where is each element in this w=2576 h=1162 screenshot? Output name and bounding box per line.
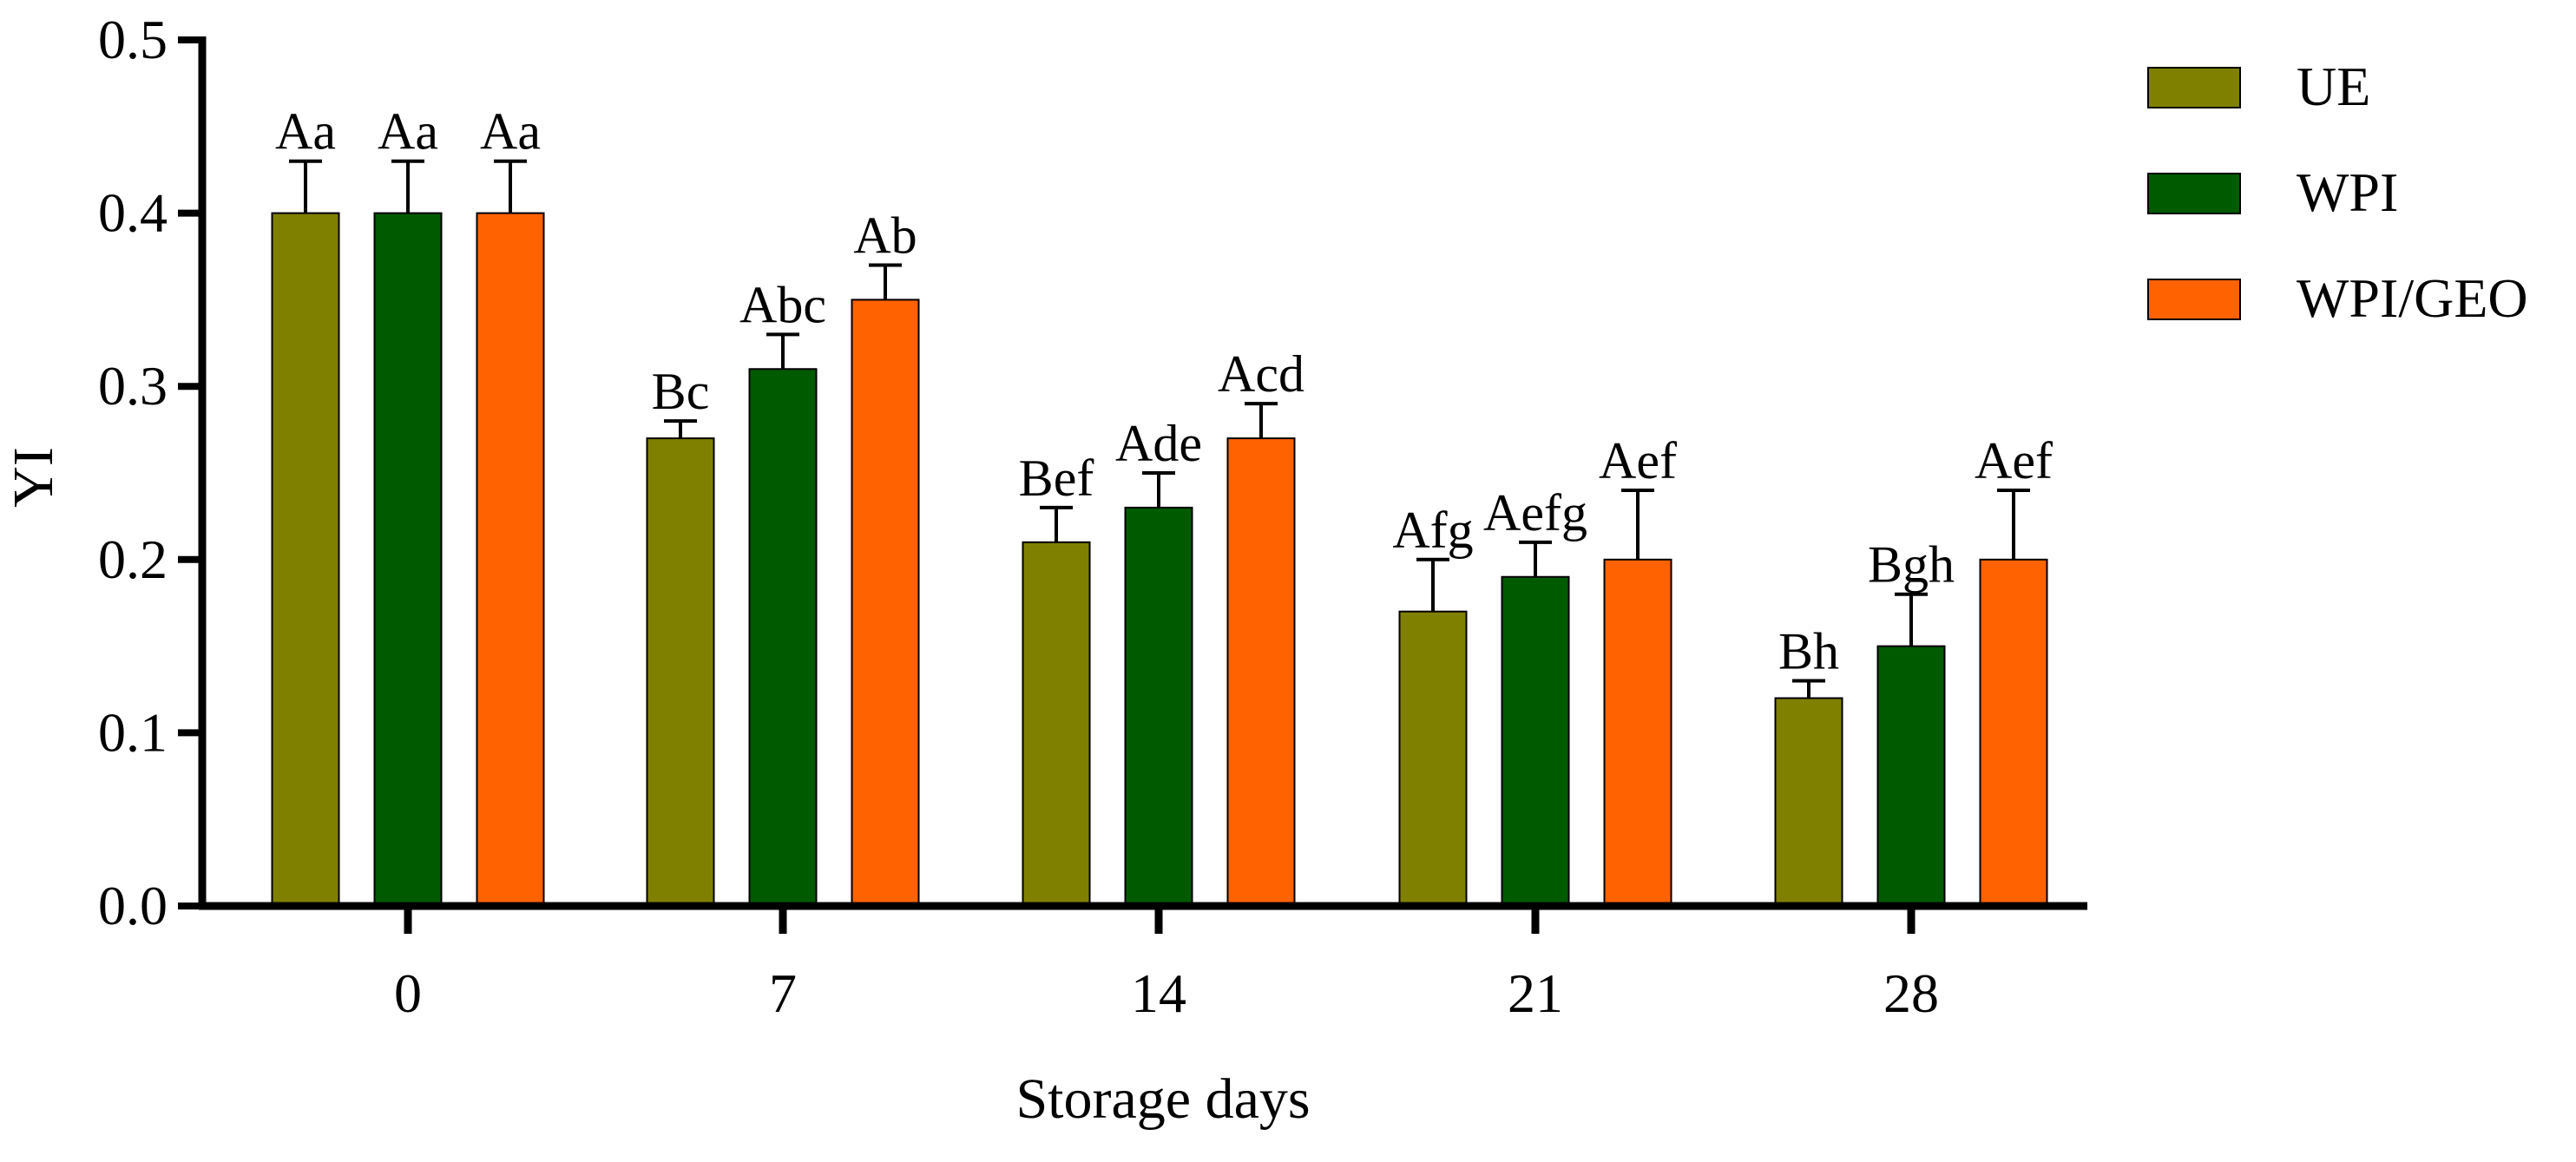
- bar-wpi-28: [1876, 645, 1946, 907]
- y-tick-label: 0.0: [98, 875, 168, 936]
- legend: UE WPI WPI/GEO: [2147, 56, 2528, 329]
- axes: 0.0 0.1 0.2 0.3 0.4 0.5 0 7 14 21 28: [98, 9, 2087, 1024]
- significance-label: Ade: [1115, 415, 1202, 472]
- bar-wpi-geo-21: [1603, 558, 1672, 907]
- significance-label: Aefg: [1483, 484, 1587, 542]
- bar-wpi-geo-28: [1979, 558, 2048, 907]
- significance-label: Bc: [652, 363, 710, 420]
- legend-swatch-ue: [2147, 67, 2241, 108]
- legend-label: UE: [2297, 56, 2370, 117]
- x-tick-label: 21: [1508, 962, 1563, 1024]
- bar-ue-28: [1774, 697, 1843, 907]
- x-tick-label: 0: [394, 962, 422, 1024]
- y-tick-label: 0.4: [98, 182, 168, 244]
- bar-wpi-geo-7: [851, 299, 920, 907]
- x-tick-label: 7: [769, 962, 797, 1024]
- bar-wpi-21: [1501, 575, 1570, 907]
- bar-ue-21: [1398, 610, 1468, 907]
- bar-ue-7: [646, 437, 715, 907]
- legend-swatch-wpi-geo: [2147, 279, 2241, 320]
- legend-label: WPI/GEO: [2297, 267, 2528, 329]
- y-tick-label: 0.2: [98, 528, 168, 590]
- bar-wpi-14: [1124, 506, 1193, 907]
- y-axis-title: YI: [2, 447, 65, 508]
- significance-label: Aef: [1975, 432, 2053, 489]
- bar-wpi-0: [373, 212, 443, 908]
- significance-label: Aa: [378, 103, 438, 161]
- significance-label: Aa: [480, 103, 541, 161]
- x-tick-label: 28: [1883, 962, 1939, 1024]
- significance-label: Bgh: [1868, 536, 1955, 594]
- legend-label: WPI: [2297, 161, 2398, 223]
- bar-ue-0: [271, 212, 340, 908]
- x-tick-label: 14: [1131, 962, 1186, 1024]
- bar-wpi-7: [748, 368, 818, 907]
- significance-label: Aa: [275, 103, 336, 161]
- y-tick-label: 0.3: [98, 355, 168, 417]
- significance-label: Ab: [853, 207, 917, 264]
- significance-label: Afg: [1392, 502, 1473, 559]
- significance-label: Abc: [739, 276, 826, 333]
- significance-label: Acd: [1218, 345, 1304, 403]
- significance-label: Bh: [1778, 623, 1839, 680]
- bar-wpi-geo-0: [476, 212, 545, 908]
- y-tick-label: 0.1: [98, 701, 168, 763]
- significance-label: Bef: [1019, 450, 1094, 507]
- bar-ue-14: [1022, 541, 1091, 908]
- significance-label: Aef: [1599, 432, 1677, 489]
- bar-wpi-geo-14: [1226, 437, 1296, 907]
- plot-area: Aa Bc Bef Afg Bh Aa Abc Ade Aefg Bgh Aa Ab Acd Aef Aef: [271, 103, 2053, 908]
- x-axis-title: Storage days: [1015, 1067, 1310, 1131]
- y-tick-label: 0.5: [98, 9, 168, 70]
- legend-swatch-wpi: [2147, 173, 2241, 214]
